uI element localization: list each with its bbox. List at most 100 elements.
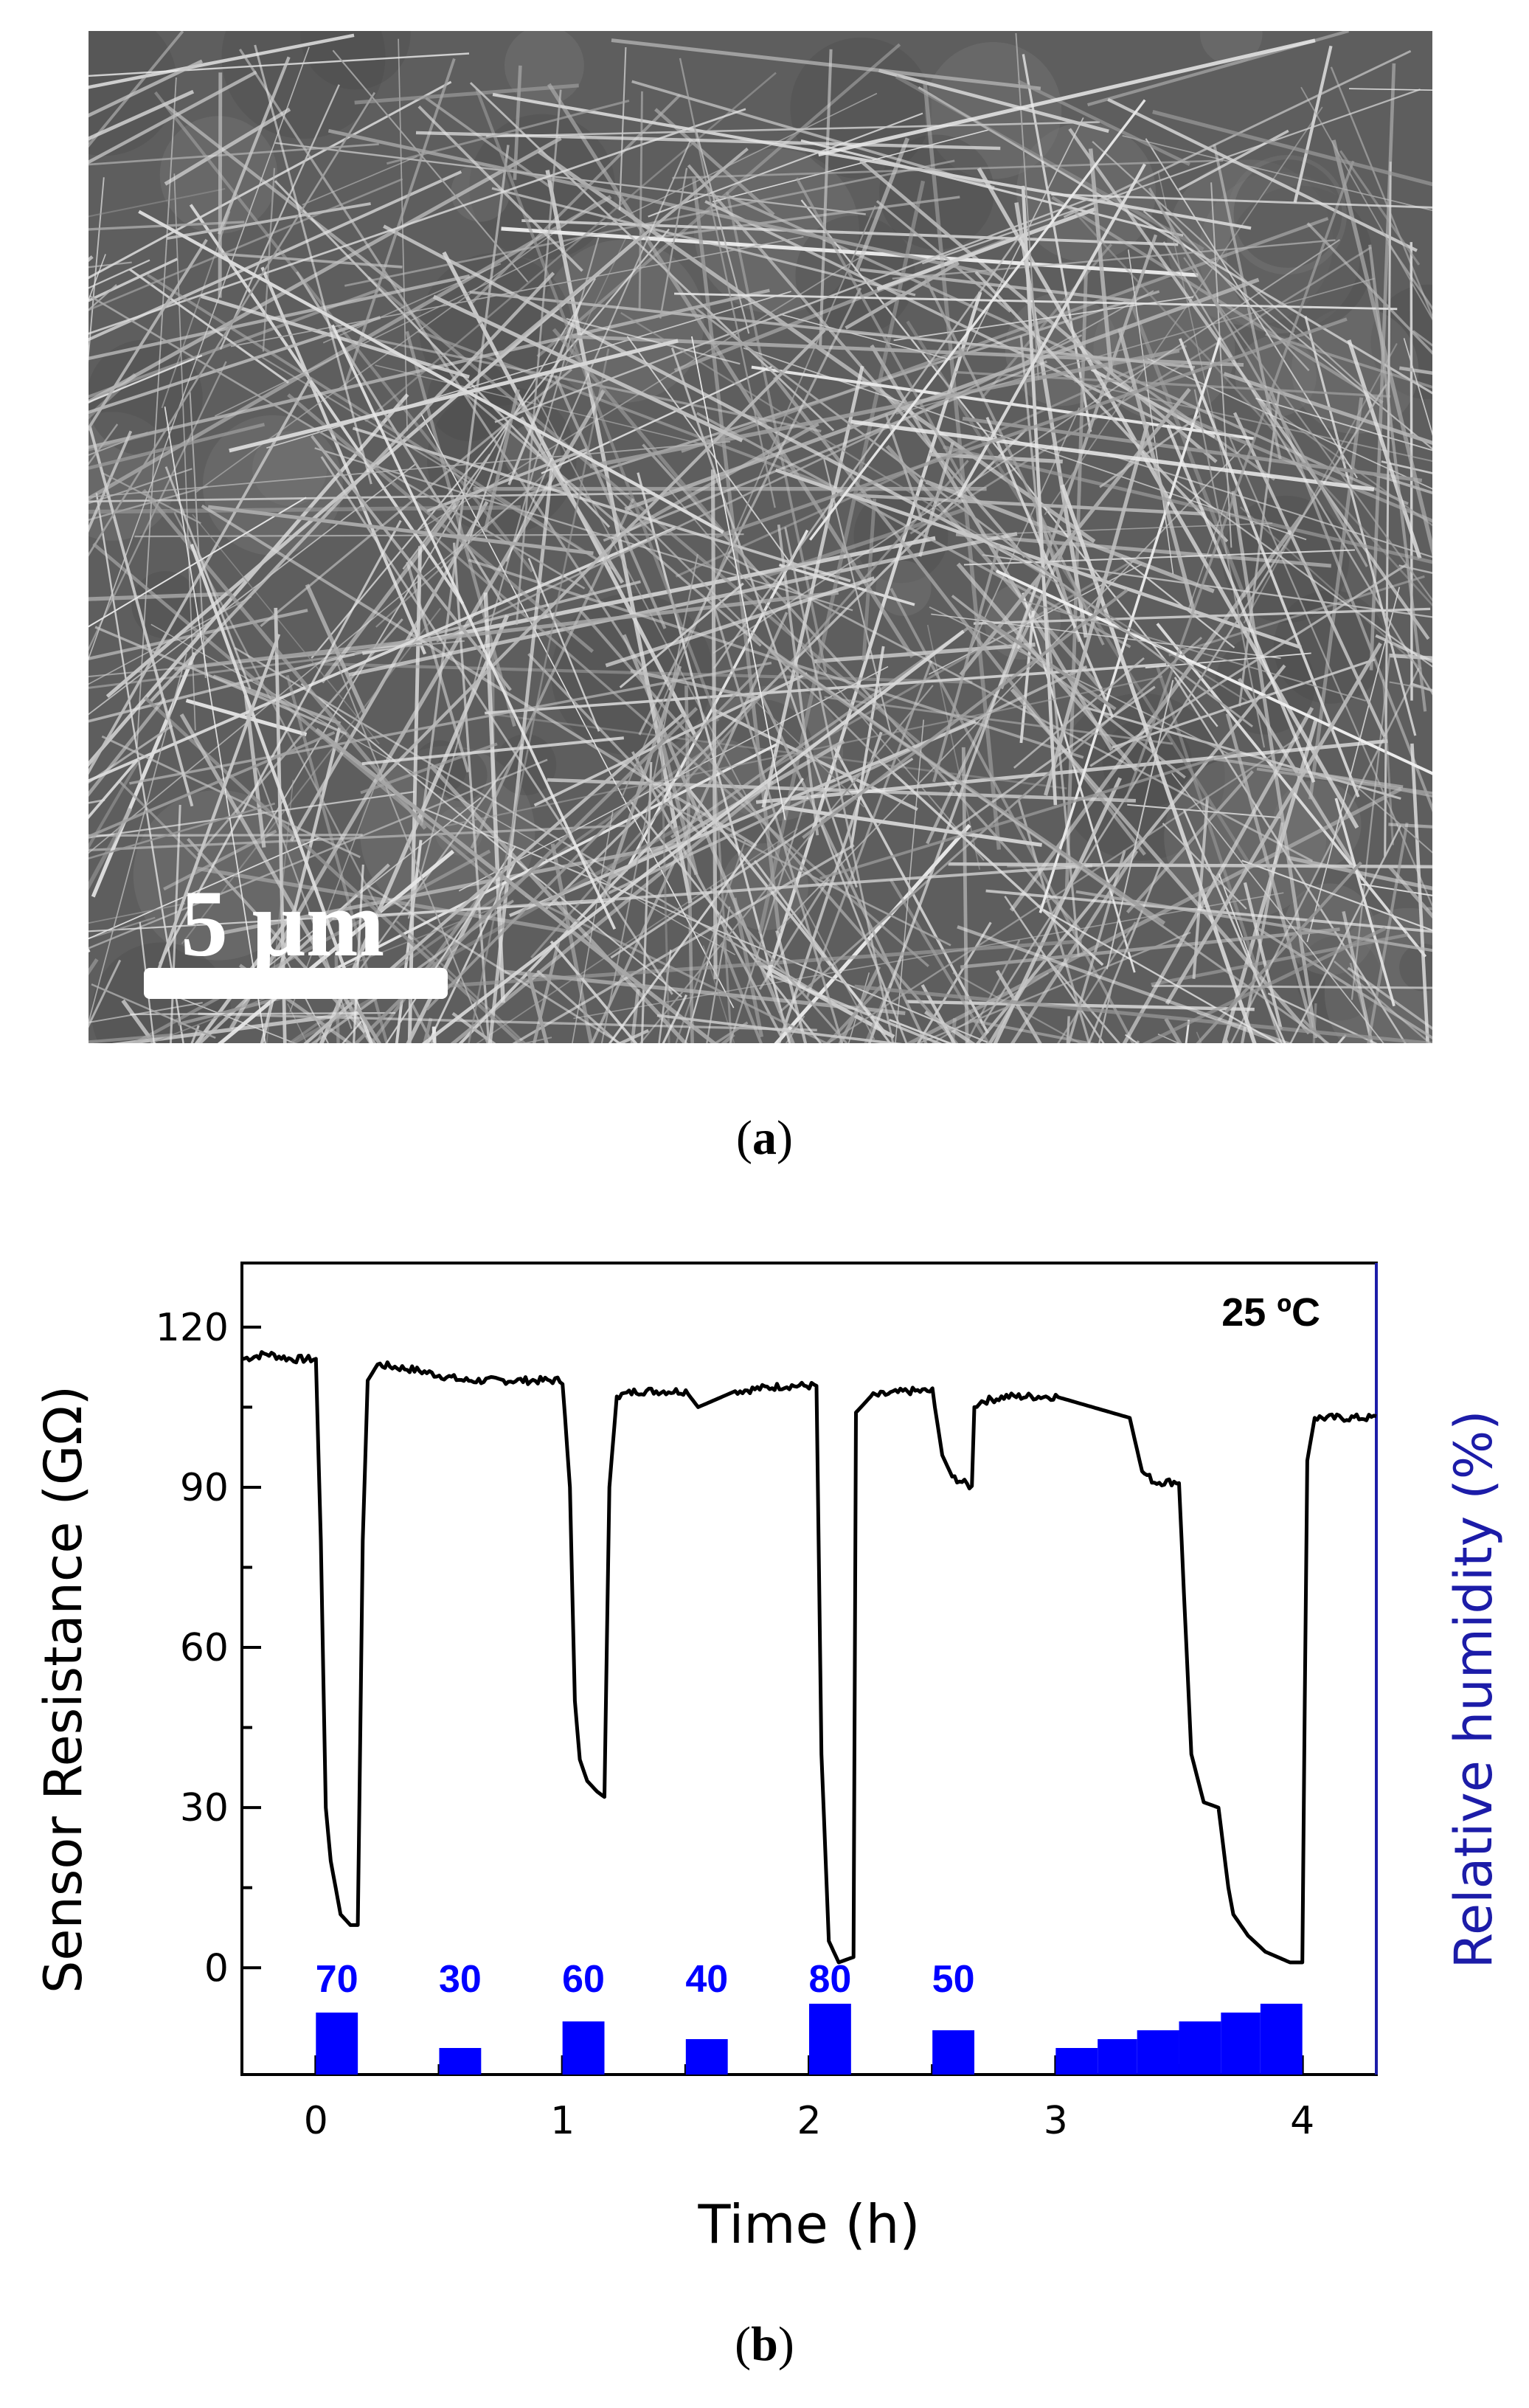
sem-nanowire — [536, 969, 621, 1043]
sem-nanowire — [1098, 982, 1114, 1043]
sem-nanowire — [336, 975, 382, 1043]
sem-nanowire — [89, 52, 470, 77]
sem-nanowire — [648, 112, 923, 218]
sem-nanowire — [89, 430, 133, 533]
sem-nanowire — [89, 294, 586, 589]
sem-nanowire — [395, 920, 527, 1043]
sem-nanowire — [962, 416, 1423, 482]
sem-nanowire — [1039, 337, 1221, 913]
sem-nanowire — [173, 173, 196, 731]
sem-nanowire — [262, 167, 276, 352]
sem-nanowire — [89, 423, 266, 470]
sem-nanowire — [417, 330, 847, 494]
sem-nanowire — [153, 91, 534, 572]
sem-nanowire — [311, 899, 514, 1043]
caption-a-open: ( — [736, 1111, 752, 1165]
sem-nanowire — [1019, 610, 1035, 744]
sem-nanowire — [957, 925, 1292, 1043]
sem-nanowire — [1306, 587, 1401, 943]
sem-nanowire — [89, 361, 227, 651]
sem-nanowire — [1256, 927, 1432, 1039]
sem-nanowire — [1196, 1012, 1281, 1043]
sem-nanowire — [1223, 372, 1432, 446]
sem-nanowire — [622, 634, 795, 1043]
sem-nanowire — [142, 488, 427, 830]
caption-a-letter: a — [752, 1111, 777, 1165]
sem-nanowire — [302, 156, 418, 206]
sem-nanowire — [853, 137, 909, 273]
sem-depth-blob — [1272, 780, 1362, 869]
sem-nanowire — [693, 306, 1253, 727]
sem-nanowire — [995, 569, 1432, 775]
sem-nanowire — [425, 97, 551, 188]
sem-nanowire — [89, 170, 462, 342]
sem-nanowire — [624, 277, 1260, 511]
sem-nanowire — [572, 811, 614, 1043]
sem-nanowire — [589, 348, 1180, 468]
sem-nanowire — [963, 549, 1356, 566]
sem-nanowire — [1162, 241, 1432, 696]
sem-nanowire — [985, 889, 1432, 933]
sem-nanowire — [1057, 921, 1137, 1043]
sem-nanowire — [670, 626, 969, 839]
sem-nanowire — [634, 196, 960, 241]
sem-nanowire — [1196, 861, 1362, 1043]
sem-nanowire — [1127, 803, 1281, 819]
sem-nanowire — [201, 294, 470, 379]
sem-nanowire — [808, 99, 1146, 541]
humidity-bar — [1055, 2048, 1098, 2075]
sem-nanowire — [1107, 453, 1432, 558]
sem-nanowire — [1367, 822, 1409, 1043]
sem-nanowire — [470, 498, 635, 849]
sem-nanowire — [181, 607, 441, 945]
caption-b-letter: b — [751, 2317, 778, 2371]
sem-nanowire — [1388, 823, 1432, 828]
sem-nanowire — [89, 640, 465, 678]
sem-nanowire — [1083, 705, 1401, 800]
sem-nanowire — [981, 384, 1387, 1026]
sem-nanowire — [89, 80, 452, 280]
sem-nanowire — [566, 317, 741, 365]
sem-nanowire — [766, 291, 982, 978]
sem-nanowire — [192, 513, 380, 744]
sem-depth-blob — [1227, 185, 1373, 332]
x-axis-label: Time (h) — [698, 2193, 920, 2255]
sem-nanowire — [385, 845, 516, 1043]
sem-nanowire — [1334, 798, 1395, 1007]
sem-nanowire — [600, 553, 698, 1043]
sem-nanowire — [1171, 772, 1384, 1043]
humidity-bar — [685, 2039, 728, 2075]
humidity-bar — [316, 2013, 358, 2075]
sem-nanowire — [429, 764, 688, 1043]
sem-nanowire — [696, 131, 750, 334]
sem-nanowire — [287, 1003, 308, 1043]
sem-nanowire — [1269, 389, 1432, 812]
sem-nanowire — [965, 939, 1021, 1043]
sem-nanowire — [638, 287, 862, 736]
sem-nanowire — [282, 952, 329, 1043]
sem-nanowire — [101, 735, 361, 859]
sem-nanowire — [494, 198, 1090, 423]
sem-nanowire — [190, 544, 373, 1043]
sem-nanowire — [505, 141, 691, 562]
sem-nanowire — [354, 83, 579, 105]
sem-nanowire — [609, 489, 898, 778]
sem-nanowire — [777, 443, 1247, 930]
sem-nanowire — [1231, 491, 1318, 1039]
sem-nanowire — [527, 558, 600, 732]
sem-nanowire — [829, 330, 1035, 350]
sem-nanowire — [619, 582, 744, 688]
sem-nanowire — [375, 474, 545, 628]
humidity-bar — [1137, 2030, 1179, 2075]
sem-nanowire — [1148, 187, 1368, 567]
sem-nanowire — [974, 271, 1229, 543]
humidity-bar — [809, 2004, 851, 2075]
sem-nanowire — [492, 92, 1252, 230]
sem-nanowire — [89, 221, 245, 231]
sem-nanowire — [778, 636, 1203, 1014]
sem-nanowire — [372, 338, 822, 433]
sem-nanowire — [993, 777, 1123, 1043]
sem-nanowire — [819, 749, 1241, 880]
sem-nanowire — [119, 781, 200, 862]
sem-nanowire — [733, 622, 1331, 1043]
